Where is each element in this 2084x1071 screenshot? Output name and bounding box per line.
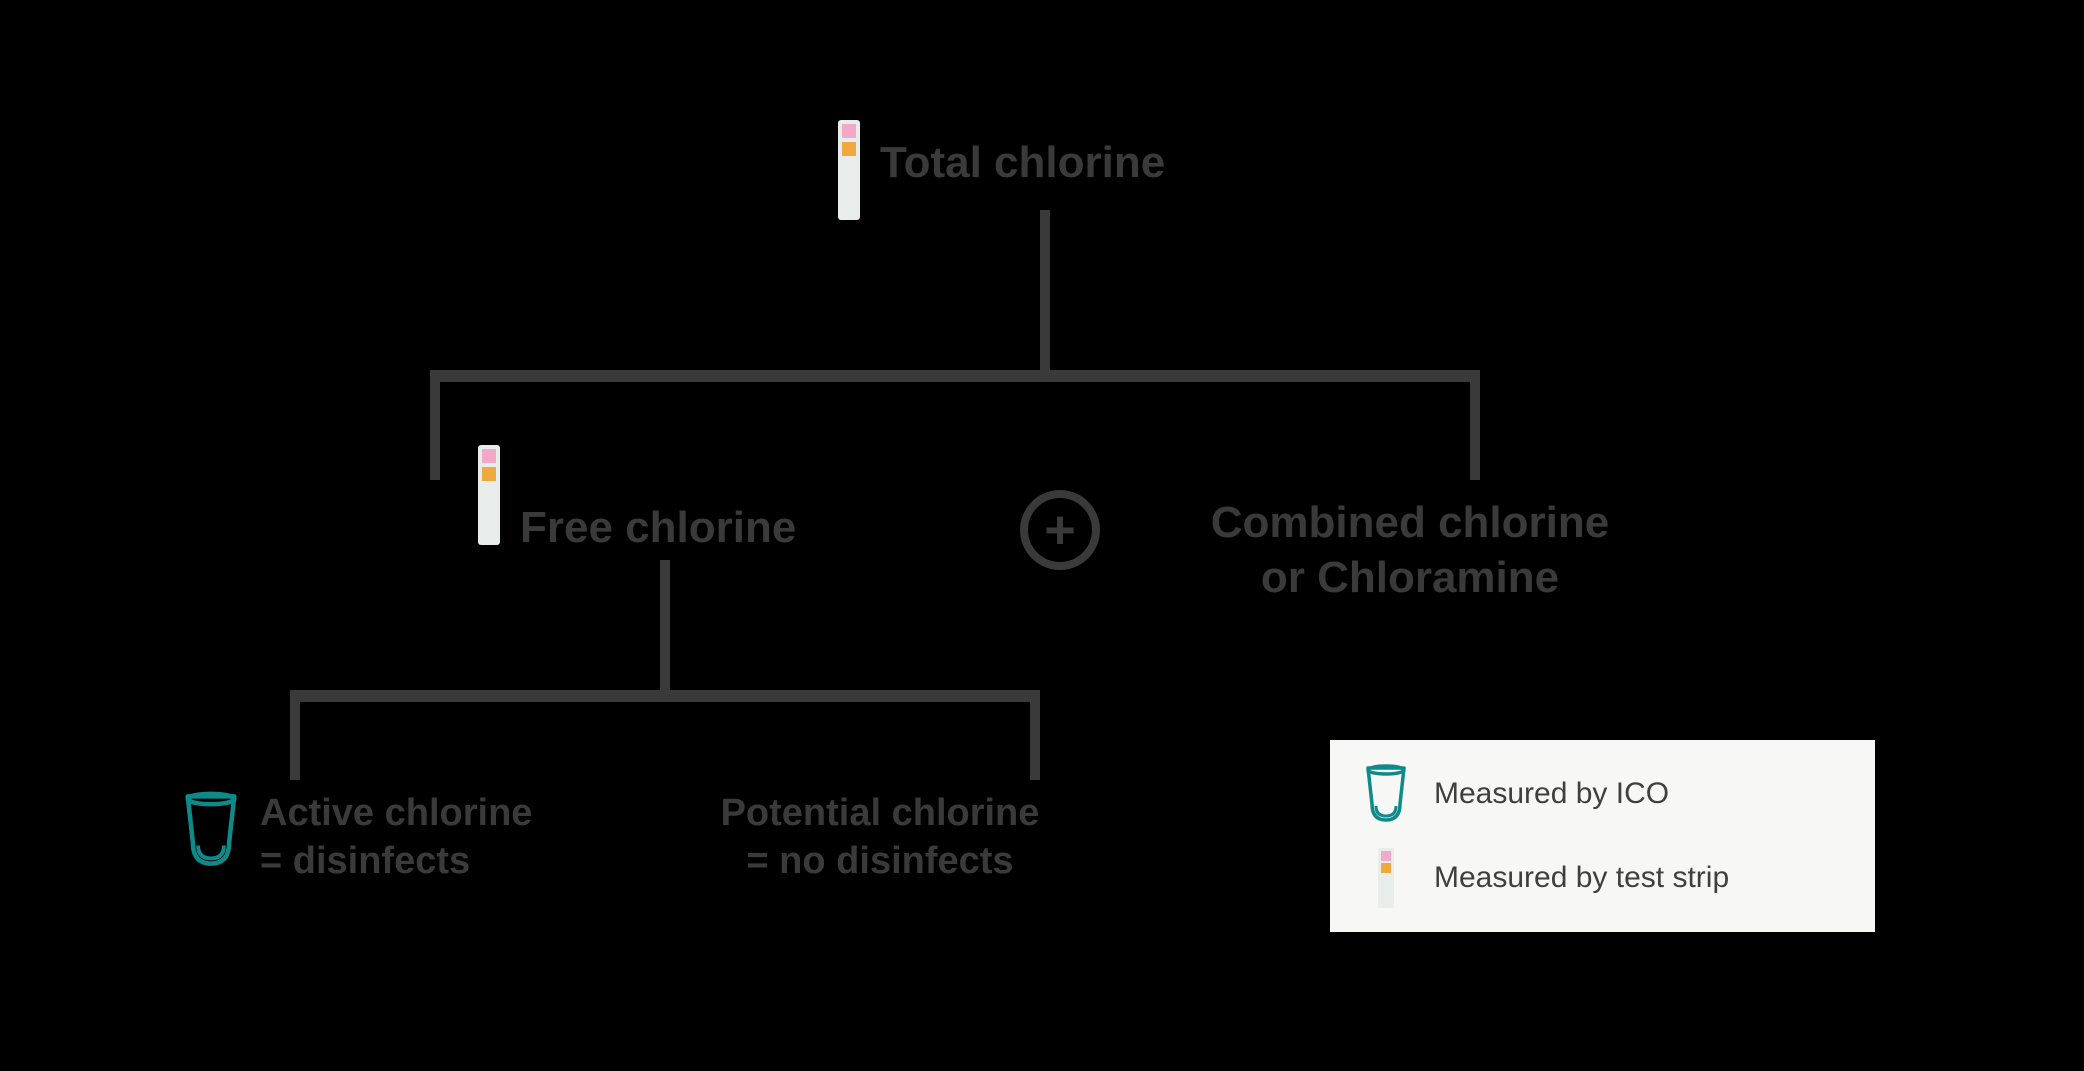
ico-device-icon xyxy=(180,790,242,870)
test-strip-icon xyxy=(838,120,860,220)
legend-label-strip: Measured by test strip xyxy=(1434,861,1729,895)
combined-line2: or Chloramine xyxy=(1190,550,1630,605)
connector-root-hbar xyxy=(430,370,1480,382)
strip-pad-2 xyxy=(1381,863,1391,873)
active-line1: Active chlorine xyxy=(260,790,532,838)
connector-right-drop xyxy=(1470,370,1480,480)
connector-active-drop xyxy=(290,690,300,780)
node-potential-chlorine: Potential chlorine = no disinfects xyxy=(680,790,1080,885)
strip-pad-2 xyxy=(482,467,496,481)
connector-root-drop xyxy=(1040,210,1050,370)
combined-line1: Combined chlorine xyxy=(1190,495,1630,550)
connector-free-drop xyxy=(660,560,670,690)
node-total-chlorine: Total chlorine xyxy=(880,135,1165,190)
connector-pot-drop xyxy=(1030,690,1040,780)
potential-line2: = no disinfects xyxy=(680,838,1080,886)
active-line2: = disinfects xyxy=(260,838,532,886)
test-strip-icon xyxy=(478,445,500,545)
strip-pad-1 xyxy=(482,449,496,463)
ico-device-icon xyxy=(1362,764,1410,824)
potential-line1: Potential chlorine xyxy=(680,790,1080,838)
connector-left-drop xyxy=(430,370,440,480)
legend-row-strip: Measured by test strip xyxy=(1362,848,1843,908)
strip-pad-1 xyxy=(1381,851,1391,861)
test-strip-icon xyxy=(1378,848,1394,908)
strip-pad-2 xyxy=(842,142,856,156)
node-free-chlorine: Free chlorine xyxy=(520,500,796,555)
node-combined-chlorine: Combined chlorine or Chloramine xyxy=(1190,495,1630,605)
legend-box: Measured by ICO Measured by test strip xyxy=(1330,740,1875,932)
strip-pad-1 xyxy=(842,124,856,138)
legend-label-ico: Measured by ICO xyxy=(1434,777,1669,811)
plus-icon: + xyxy=(1020,490,1100,570)
connector-free-hbar xyxy=(290,690,1040,702)
legend-row-ico: Measured by ICO xyxy=(1362,764,1843,824)
node-active-chlorine: Active chlorine = disinfects xyxy=(260,790,532,885)
